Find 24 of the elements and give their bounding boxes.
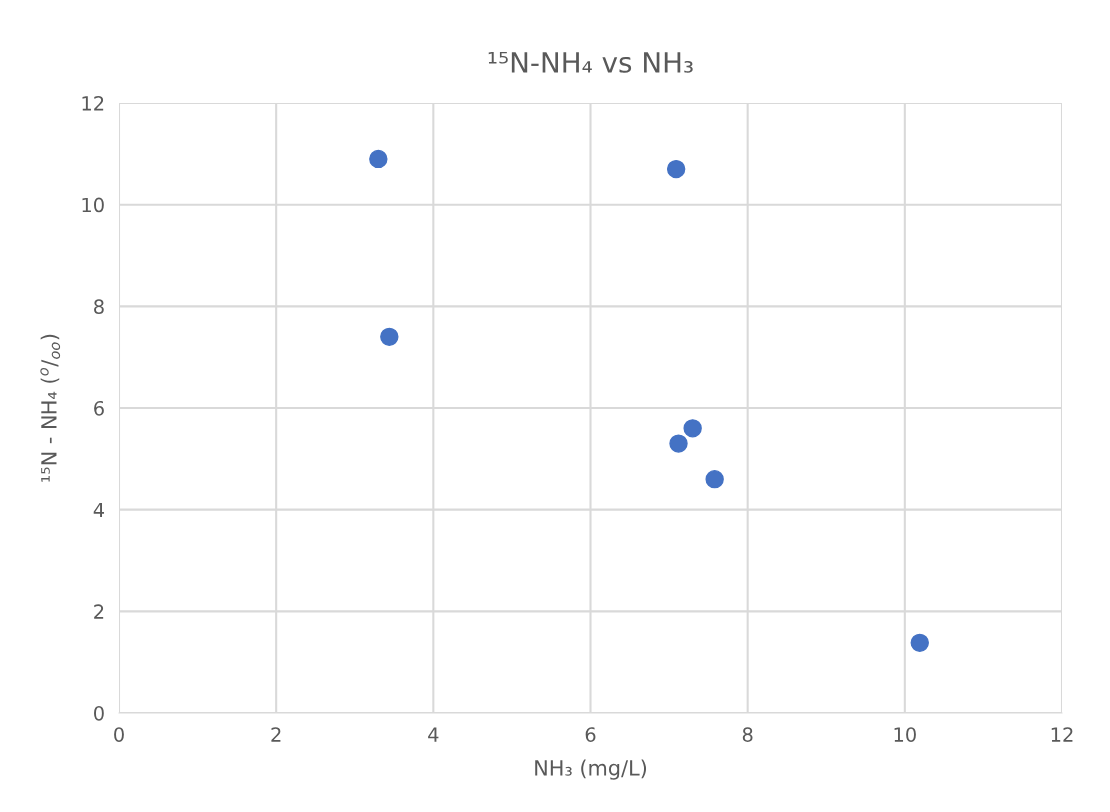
point bbox=[683, 419, 702, 438]
y-tick-label: 8 bbox=[94, 299, 104, 314]
x-tick-label: 2 bbox=[271, 727, 281, 742]
y-axis-title: ¹⁵N - NH₄ ($^{o}$/$_{oo}$) bbox=[40, 334, 61, 482]
point bbox=[705, 469, 724, 489]
point bbox=[369, 149, 388, 169]
x-axis-title: NH₃ (mg/L) bbox=[535, 759, 647, 780]
x-tick-label: 4 bbox=[428, 727, 439, 742]
point bbox=[669, 434, 688, 453]
x-tick-label: 0 bbox=[114, 727, 124, 742]
y-tick-label: 10 bbox=[82, 197, 104, 213]
y-tick-label: 6 bbox=[94, 400, 104, 416]
x-tick-label: 10 bbox=[894, 727, 916, 742]
y-tick-label: 0 bbox=[94, 705, 104, 721]
x-tick-label: 8 bbox=[742, 727, 753, 742]
x-tick-label: 6 bbox=[585, 727, 596, 742]
x-tick-label: 12 bbox=[1051, 727, 1073, 742]
point bbox=[380, 327, 399, 347]
y-tick-label: 2 bbox=[94, 604, 104, 619]
chart-title: ¹⁵N-NH₄ vs NH₃ bbox=[488, 52, 693, 73]
y-tick-label: 4 bbox=[93, 502, 105, 518]
point bbox=[910, 633, 929, 653]
point bbox=[666, 159, 686, 179]
y-tick-label: 12 bbox=[82, 95, 104, 111]
